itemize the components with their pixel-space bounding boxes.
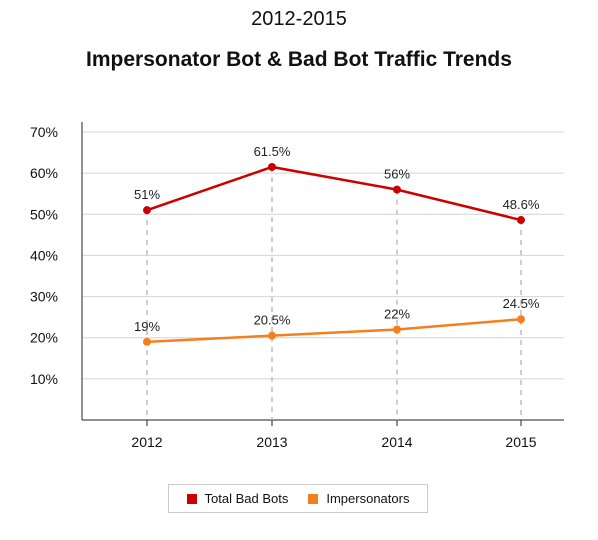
legend-item-total-bad-bots[interactable]: Total Bad Bots [186, 491, 289, 506]
data-label: 61.5% [254, 144, 291, 159]
legend-label-total-bad-bots: Total Bad Bots [204, 491, 289, 506]
data-label: 20.5% [254, 313, 291, 328]
data-point[interactable] [517, 216, 525, 225]
series-line-1 [146, 317, 522, 344]
x-tick-label: 2014 [381, 434, 412, 450]
data-point[interactable] [268, 331, 276, 340]
x-tick-label: 2015 [505, 434, 536, 450]
y-tick-label: 20% [30, 330, 58, 346]
data-point[interactable] [143, 206, 151, 215]
data-label: 51% [134, 187, 160, 202]
chart-title-year-range: 2012-2015 [251, 8, 347, 30]
x-tick-label: 2013 [256, 434, 287, 450]
y-tick-label: 60% [30, 165, 58, 181]
chart-legend: Total Bad Bots Impersonators [168, 484, 428, 513]
data-label: 24.5% [503, 296, 540, 311]
x-tick-label: 2012 [131, 434, 162, 450]
data-point[interactable] [143, 337, 151, 346]
legend-swatch-impersonators [308, 493, 319, 504]
chart-title: Impersonator Bot & Bad Bot Traffic Trend… [86, 48, 512, 71]
y-tick-label: 10% [30, 371, 58, 387]
y-tick-label: 70% [30, 124, 58, 140]
legend-label-impersonators: Impersonators [326, 491, 410, 506]
series-line-0 [146, 165, 522, 222]
data-label: 19% [134, 319, 160, 334]
y-tick-label: 30% [30, 289, 58, 305]
data-label: 22% [384, 306, 410, 321]
legend-item-impersonators[interactable]: Impersonators [308, 491, 409, 506]
legend-swatch-total-bad-bots [186, 493, 197, 504]
data-point[interactable] [517, 315, 525, 324]
y-tick-label: 50% [30, 206, 58, 222]
data-point[interactable] [268, 162, 276, 171]
data-label: 56% [384, 167, 410, 182]
y-tick-label: 40% [30, 247, 58, 263]
data-label: 48.6% [503, 197, 540, 212]
data-point[interactable] [393, 325, 401, 334]
data-point[interactable] [393, 185, 401, 194]
